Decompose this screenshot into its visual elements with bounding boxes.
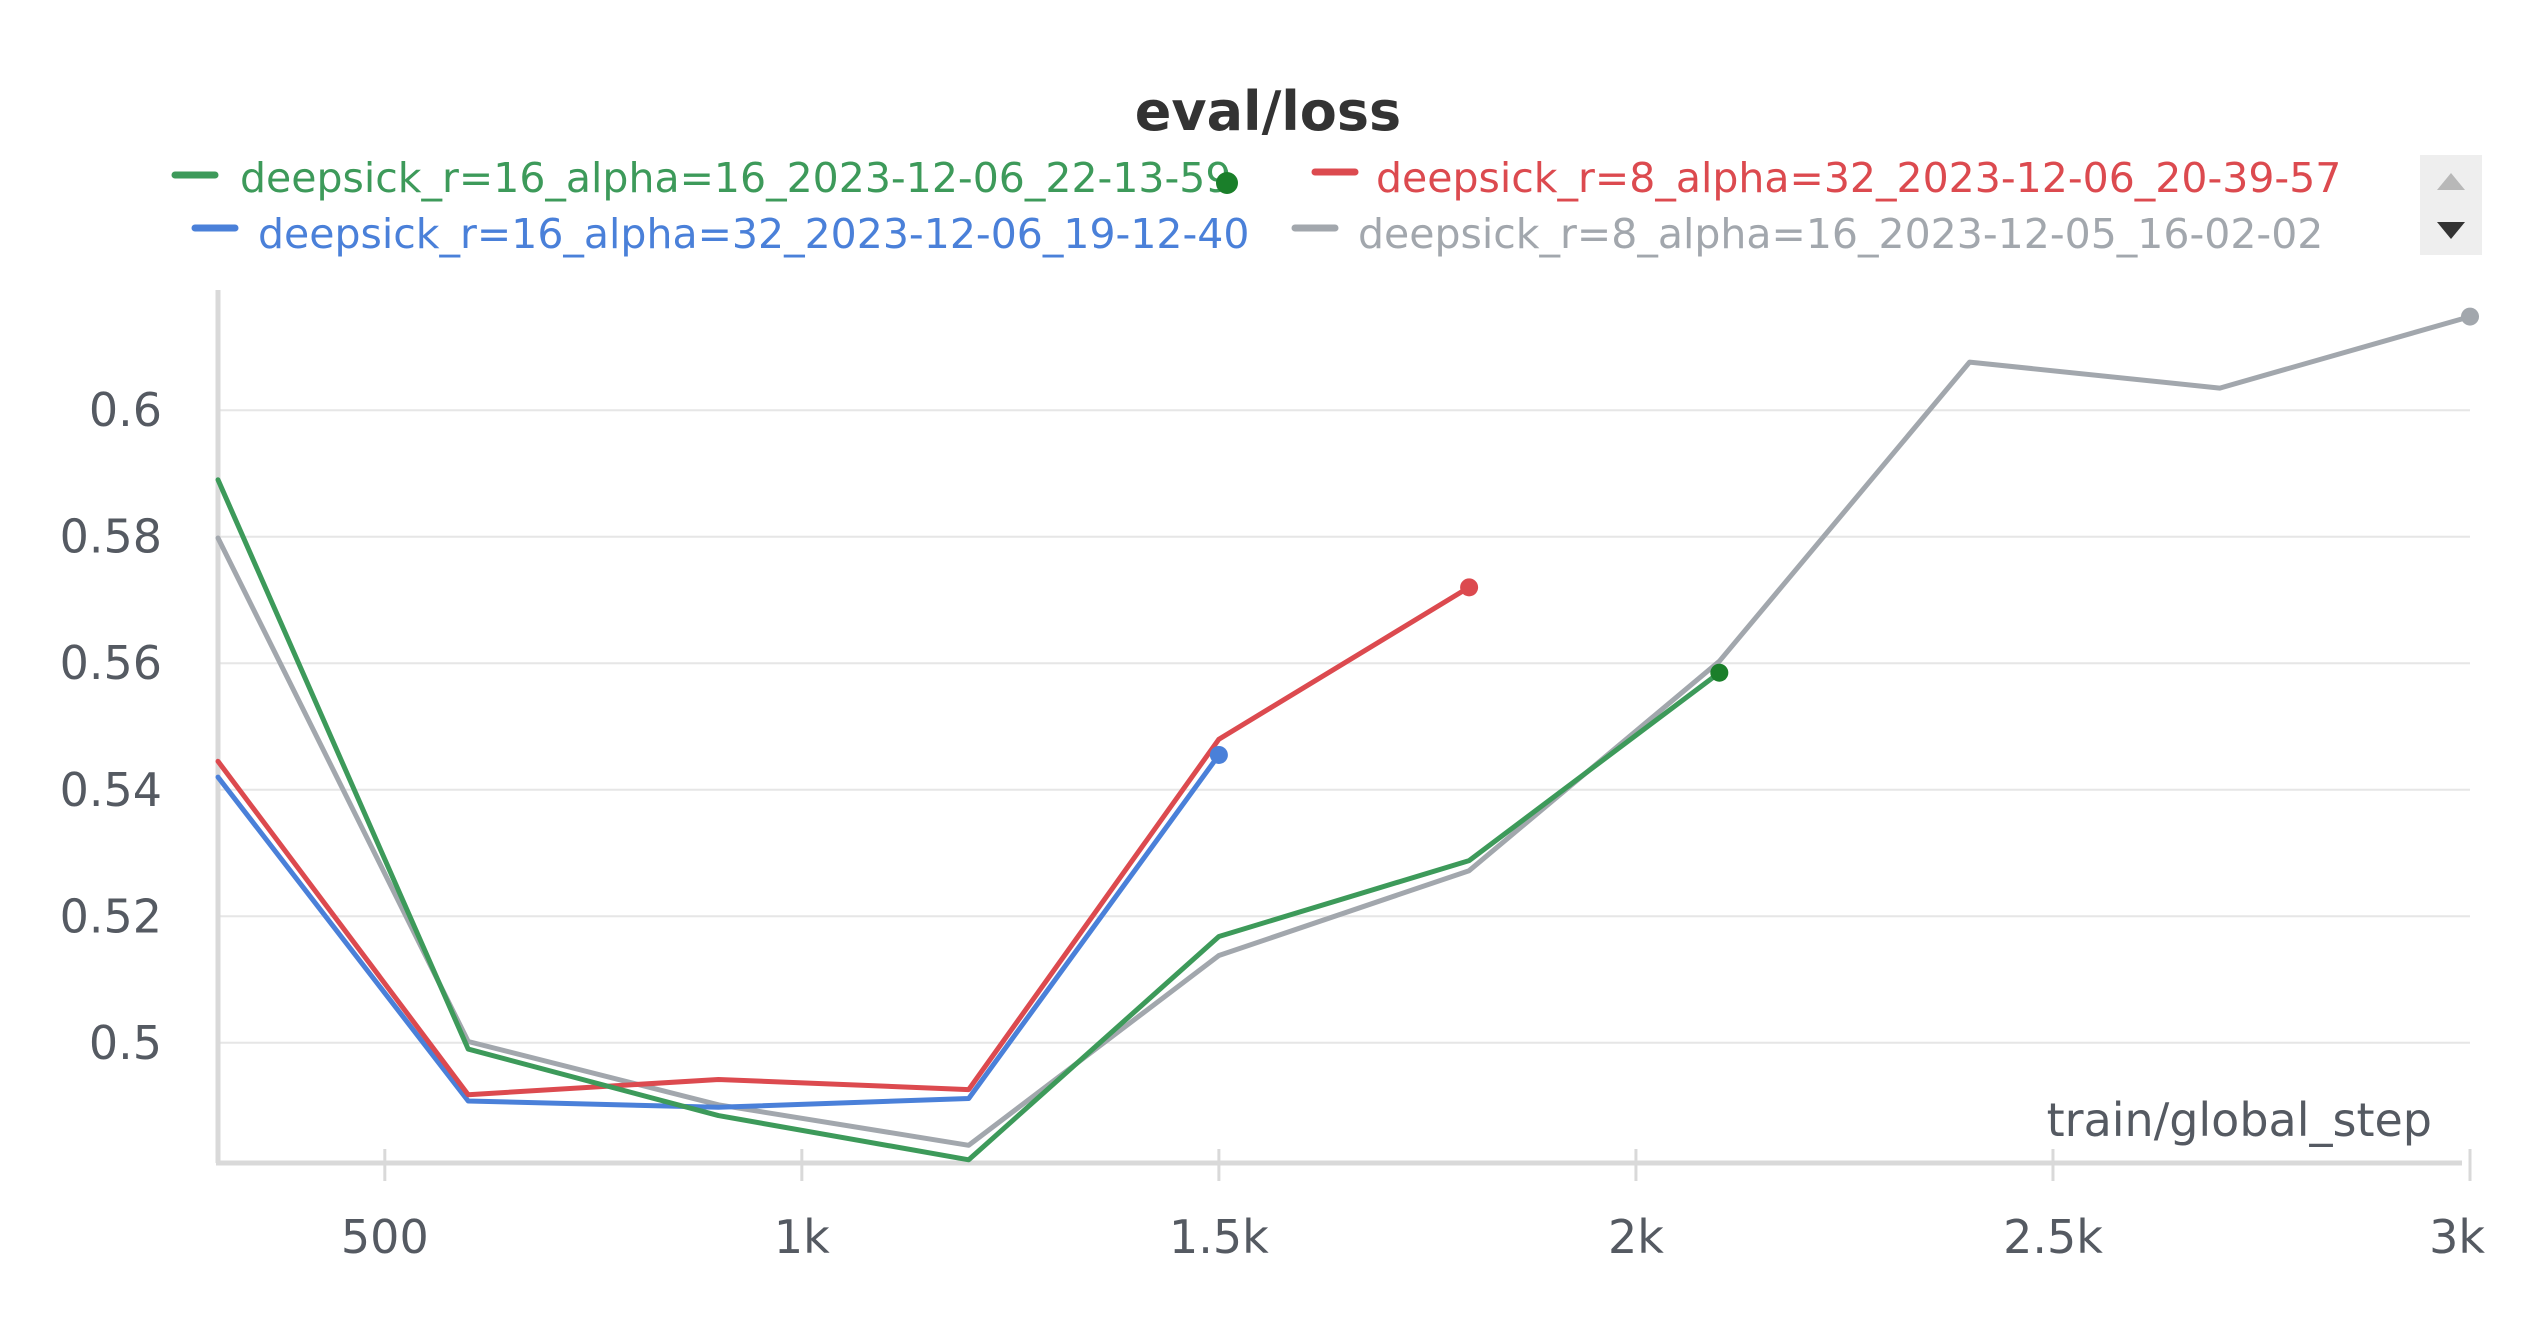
legend-entry-2[interactable]: deepsick_r=8_alpha=32_2023-12-06_20-39-5… (1311, 154, 2341, 202)
y-axis-ticks: 0.5 0.52 0.54 0.56 0.58 0.6 (60, 383, 162, 1070)
y-tick-label-5: 0.6 (89, 383, 162, 437)
x-tick-label-2: 1.5k (1169, 1210, 1269, 1264)
legend-label-1: deepsick_r=16_alpha=16_2023-12-06_22-13-… (240, 154, 1231, 202)
series-end-marker-4 (2461, 307, 2479, 326)
legend-label-3: deepsick_r=16_alpha=32_2023-12-06_19-12-… (258, 210, 1249, 258)
x-tick-label-4: 2.5k (2003, 1210, 2103, 1264)
triangle-down-icon[interactable] (2437, 222, 2465, 239)
x-tick-label-3: 2k (1608, 1210, 1664, 1264)
legend-entry-3[interactable]: deepsick_r=16_alpha=32_2023-12-06_19-12-… (191, 210, 1249, 258)
legend-label-2: deepsick_r=8_alpha=32_2023-12-06_20-39-5… (1376, 154, 2341, 202)
y-tick-label-2: 0.54 (60, 763, 162, 817)
grid-lines (218, 409, 2470, 1044)
series-end-marker-1 (1710, 663, 1729, 682)
y-tick-label-1: 0.52 (60, 889, 162, 943)
series-end-marker-3 (1209, 745, 1228, 764)
x-axis-title: train/global_step (2047, 1093, 2432, 1147)
x-tick-label-0: 500 (341, 1210, 429, 1264)
legend-entry-4[interactable]: deepsick_r=8_alpha=16_2023-12-05_16-02-0… (1291, 210, 2323, 258)
legend-scroller-track (2420, 155, 2482, 255)
x-tick-label-5: 3k (2429, 1210, 2485, 1264)
series-line-1[interactable] (215, 477, 1722, 1163)
series-end-marker-2 (1460, 578, 1479, 597)
series-end-markers (1209, 307, 2479, 764)
axes (215, 290, 2462, 1166)
chart-title: eval/loss (1135, 80, 1401, 143)
legend-label-4: deepsick_r=8_alpha=16_2023-12-05_16-02-0… (1358, 210, 2323, 258)
legend-scroller (2420, 155, 2482, 255)
legend: deepsick_r=16_alpha=16_2023-12-06_22-13-… (171, 154, 2482, 258)
y-tick-label-0: 0.5 (89, 1016, 162, 1070)
legend-entry-1[interactable]: deepsick_r=16_alpha=16_2023-12-06_22-13-… (171, 154, 1238, 202)
series-line-3[interactable] (215, 752, 1222, 1110)
series-lines (215, 314, 2473, 1163)
series-line-4[interactable] (215, 314, 2473, 1148)
y-tick-label-3: 0.56 (60, 636, 162, 690)
legend-active-dot (1216, 172, 1238, 194)
x-tick-label-1: 1k (774, 1210, 830, 1264)
x-axis-ticks: 500 1k 1.5k 2k 2.5k 3k (341, 1149, 2485, 1264)
series-line-2[interactable] (215, 584, 1472, 1098)
y-tick-label-4: 0.58 (60, 510, 162, 564)
triangle-up-icon[interactable] (2437, 173, 2465, 190)
